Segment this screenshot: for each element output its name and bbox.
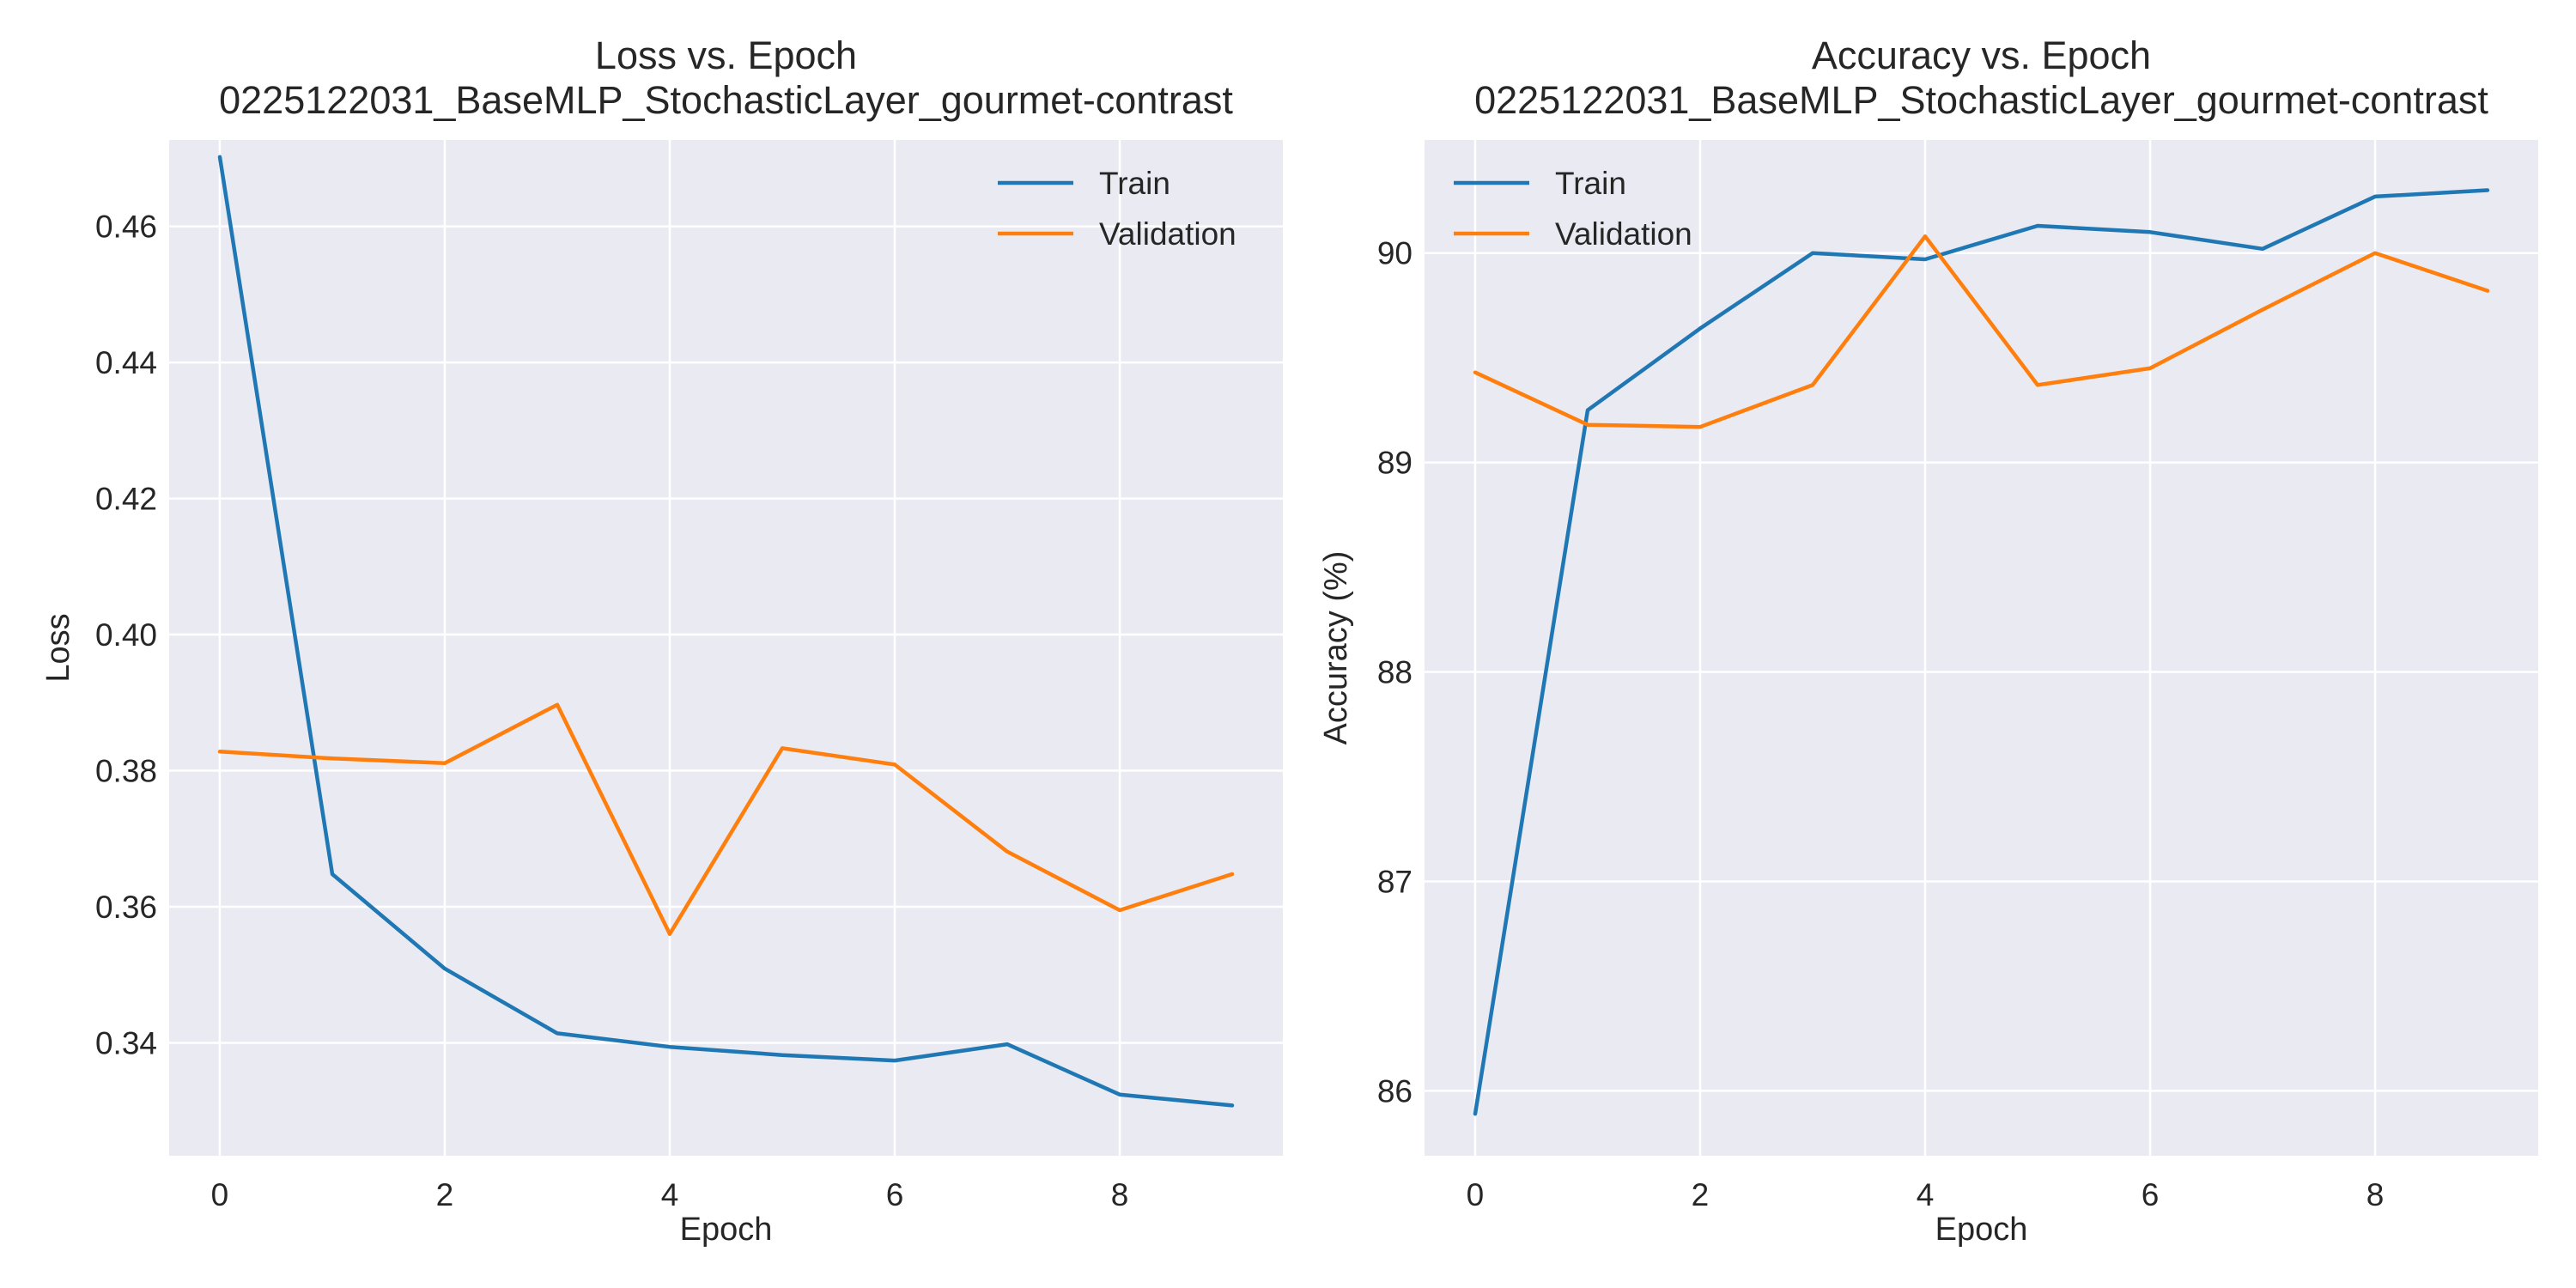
x-axis-label: Epoch: [1935, 1212, 2028, 1248]
y-tick-label: 0.36: [95, 890, 157, 925]
y-axis-label: Accuracy (%): [1318, 551, 1354, 745]
legend-label-validation: Validation: [1555, 216, 1692, 252]
legend-label-train: Train: [1099, 166, 1170, 201]
y-tick-label: 0.44: [95, 345, 157, 380]
y-tick-label: 89: [1377, 446, 1413, 481]
series-line-train: [1473, 188, 2490, 1116]
chart-1: 0 2 4 6 8 0.34 0.36 0.38 0.40 0.42 0.44 0.46 Loss vs…: [40, 33, 1283, 1248]
y-tick-label: 90: [1377, 236, 1413, 271]
chart-2: 0 2 4 6 8 86 87 88 89 90 Accuracy vs. Epoch0225122…: [1318, 33, 2538, 1248]
chart-title: Loss vs. Epoch: [595, 33, 857, 77]
series-line-validation: [217, 702, 1235, 936]
legend: Train Validation: [998, 166, 1236, 252]
y-tick-label: 0.40: [95, 617, 157, 653]
series-line-train: [217, 155, 1235, 1108]
chart-title: Accuracy vs. Epoch: [1812, 33, 2151, 77]
x-tick-label: 8: [1111, 1177, 1129, 1212]
y-tick-label: 0.42: [95, 482, 157, 517]
series-line-validation: [1473, 234, 2490, 429]
x-tick-label: 0: [1467, 1177, 1485, 1212]
y-tick-label: 0.46: [95, 210, 157, 245]
y-tick-label: 87: [1377, 864, 1413, 899]
legend-label-train: Train: [1555, 166, 1626, 201]
y-axis-label: Loss: [40, 613, 76, 682]
x-tick-label: 0: [211, 1177, 229, 1212]
y-tick-label: 88: [1377, 655, 1413, 690]
chart-subtitle: 0225122031_BaseMLP_StochasticLayer_gourm…: [1474, 78, 2488, 122]
y-tick-label: 0.34: [95, 1025, 157, 1060]
x-tick-label: 2: [1692, 1177, 1710, 1212]
x-tick-label: 6: [886, 1177, 904, 1212]
y-tick-label: 0.38: [95, 754, 157, 789]
plot-area: [169, 140, 1283, 1156]
x-tick-label: 6: [2142, 1177, 2160, 1212]
x-tick-label: 8: [2366, 1177, 2385, 1212]
x-tick-label: 4: [661, 1177, 679, 1212]
x-axis-label: Epoch: [680, 1212, 773, 1248]
x-tick-label: 4: [1917, 1177, 1935, 1212]
y-tick-label: 86: [1377, 1073, 1413, 1109]
chart-subtitle: 0225122031_BaseMLP_StochasticLayer_gourm…: [219, 78, 1233, 122]
legend-label-validation: Validation: [1099, 216, 1236, 252]
x-tick-label: 2: [436, 1177, 454, 1212]
legend: Train Validation: [1454, 166, 1692, 252]
plot-area: [1425, 140, 2538, 1156]
